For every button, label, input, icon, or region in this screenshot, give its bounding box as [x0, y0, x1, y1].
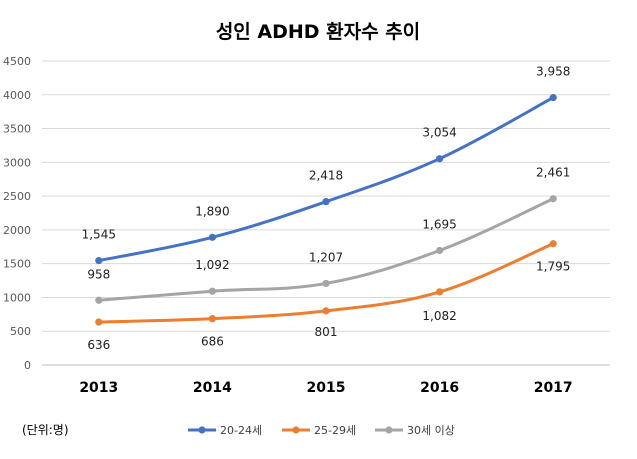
y-tick-label: 1500	[3, 258, 31, 271]
y-tick-label: 3500	[3, 123, 31, 136]
data-point	[549, 94, 557, 102]
data-label: 2,461	[536, 166, 570, 180]
data-label: 1,545	[82, 228, 116, 242]
series-points	[95, 94, 557, 326]
data-label: 958	[87, 267, 110, 281]
chart-title: 성인 ADHD 환자수 추이	[216, 21, 420, 43]
unit-note: (단위:명)	[22, 423, 69, 437]
data-point	[436, 155, 444, 163]
data-point	[95, 296, 103, 304]
data-point	[208, 233, 216, 241]
legend-label: 20-24세	[220, 424, 262, 437]
data-point	[322, 279, 330, 288]
legend-marker	[198, 426, 206, 434]
data-label: 1,082	[422, 309, 456, 323]
y-tick-label: 3000	[3, 156, 31, 169]
data-point	[549, 195, 557, 203]
data-label: 1,795	[536, 260, 570, 274]
x-axis-ticks: 2013 2014 2015 2016 2017	[79, 380, 572, 396]
data-point	[436, 288, 444, 296]
y-tick-label: 4000	[3, 89, 31, 102]
data-label: 1,092	[195, 258, 229, 272]
data-label: 1,695	[422, 217, 456, 231]
data-point	[208, 315, 216, 323]
legend: 20-24세 25-29세 30세 이상	[188, 424, 455, 437]
data-point	[95, 318, 103, 326]
legend-label: 25-29세	[314, 424, 356, 437]
data-label: 1,207	[309, 250, 343, 264]
data-point	[208, 287, 216, 295]
data-label: 2,418	[309, 169, 343, 183]
data-point	[322, 198, 330, 206]
x-tick-label: 2014	[193, 380, 232, 396]
x-tick-label: 2017	[534, 380, 573, 396]
series-lines	[97, 96, 555, 324]
data-label: 1,890	[195, 204, 229, 218]
y-tick-label: 0	[24, 359, 31, 372]
data-label: 3,054	[422, 126, 456, 140]
legend-marker	[292, 426, 300, 434]
y-tick-label: 2500	[3, 190, 31, 203]
x-tick-label: 2015	[307, 380, 346, 396]
legend-label: 30세 이상	[407, 424, 455, 437]
x-tick-label: 2016	[420, 380, 459, 396]
y-tick-label: 1000	[3, 291, 31, 304]
x-tick-label: 2013	[79, 380, 118, 396]
data-point	[95, 257, 103, 265]
legend-marker	[385, 426, 393, 434]
data-label: 636	[87, 338, 110, 352]
data-point	[549, 240, 557, 248]
grid	[42, 60, 610, 366]
data-label: 3,958	[536, 65, 570, 79]
data-label: 801	[315, 325, 338, 339]
y-axis-ticks: 4500 4000 3500 3000 2500 2000 1500 1000 500 0	[3, 55, 31, 372]
data-label: 686	[201, 335, 224, 349]
y-tick-label: 4500	[3, 55, 31, 68]
y-tick-label: 500	[10, 325, 31, 338]
data-point	[322, 307, 330, 315]
y-tick-label: 2000	[3, 224, 31, 237]
data-labels: 1,545 1,890 2,418 3,054 3,958 636 686 801 1,082 1…	[82, 65, 571, 352]
data-point	[436, 246, 444, 255]
